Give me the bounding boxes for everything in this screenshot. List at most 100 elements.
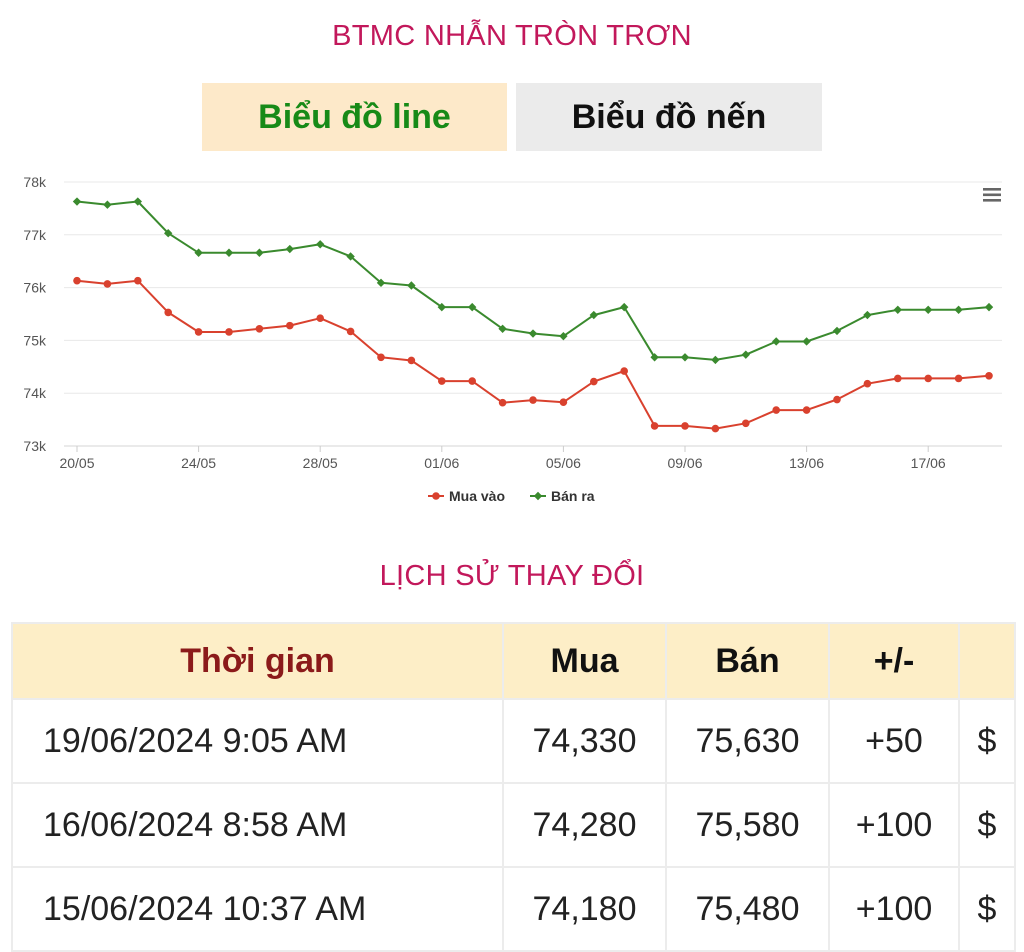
data-point[interactable] bbox=[832, 326, 842, 336]
data-point[interactable] bbox=[407, 281, 416, 290]
legend-item-buy[interactable]: Mua vào bbox=[428, 488, 505, 504]
chart-grid bbox=[64, 181, 1002, 447]
x-tick-label: 28/05 bbox=[303, 455, 338, 471]
header-currency bbox=[958, 622, 1016, 700]
price-history-table: Thời gian Mua Bán +/- 19/06/2024 9:05 AM… bbox=[11, 622, 1016, 952]
chart-menu-button[interactable] bbox=[978, 184, 1006, 206]
legend-label: Mua vào bbox=[449, 488, 505, 504]
data-point[interactable] bbox=[863, 310, 872, 320]
data-point[interactable] bbox=[802, 406, 811, 414]
row-currency-link[interactable]: $ bbox=[958, 866, 1016, 952]
data-point[interactable] bbox=[984, 302, 994, 312]
legend-label: Bán ra bbox=[551, 488, 595, 504]
data-point[interactable] bbox=[134, 276, 142, 285]
x-tick-label: 13/06 bbox=[789, 455, 824, 471]
y-tick-label: 74k bbox=[23, 385, 47, 401]
menu-icon bbox=[983, 199, 1001, 202]
data-point[interactable] bbox=[468, 377, 477, 385]
data-point[interactable] bbox=[711, 424, 720, 433]
data-point[interactable] bbox=[893, 305, 902, 314]
data-point[interactable] bbox=[255, 248, 264, 257]
data-point[interactable] bbox=[681, 422, 689, 430]
data-point[interactable] bbox=[802, 337, 811, 346]
data-point[interactable] bbox=[924, 374, 932, 383]
data-point[interactable] bbox=[376, 278, 386, 288]
price-line-chart: 73k 74k 75k 76k 77k 78k 20/05 24/05 28/05 01/06 0… bbox=[23, 174, 1006, 504]
data-point[interactable] bbox=[285, 244, 294, 254]
data-point[interactable] bbox=[164, 229, 173, 238]
data-point[interactable] bbox=[194, 328, 203, 336]
data-point[interactable] bbox=[346, 327, 355, 336]
data-point[interactable] bbox=[377, 353, 385, 362]
header-time: Thời gian bbox=[11, 622, 504, 700]
data-point[interactable] bbox=[468, 302, 477, 312]
data-point[interactable] bbox=[528, 329, 538, 338]
data-point[interactable] bbox=[954, 305, 963, 314]
data-point[interactable] bbox=[225, 328, 233, 336]
data-point[interactable] bbox=[985, 371, 993, 380]
data-point[interactable] bbox=[103, 280, 112, 288]
data-point[interactable] bbox=[133, 197, 142, 206]
table-row: 16/06/2024 8:58 AM 74,280 75,580 +100 $ bbox=[11, 782, 1016, 868]
data-point[interactable] bbox=[103, 200, 112, 209]
data-point[interactable] bbox=[894, 374, 902, 383]
row-currency-link[interactable]: $ bbox=[958, 698, 1016, 784]
data-point[interactable] bbox=[498, 324, 507, 333]
header-buy: Mua bbox=[502, 622, 667, 700]
row-buy: 74,180 bbox=[502, 866, 667, 952]
data-point[interactable] bbox=[924, 305, 933, 314]
y-tick-label: 73k bbox=[23, 438, 47, 454]
tab-candle-chart[interactable]: Biểu đồ nến bbox=[516, 83, 822, 151]
data-point[interactable] bbox=[498, 398, 507, 407]
data-point[interactable] bbox=[590, 377, 598, 386]
data-point[interactable] bbox=[224, 248, 234, 257]
data-point[interactable] bbox=[833, 395, 841, 404]
menu-icon bbox=[983, 188, 1001, 191]
history-title: LỊCH SỬ THAY ĐỔI bbox=[379, 560, 645, 592]
data-point[interactable] bbox=[255, 324, 264, 333]
data-point[interactable] bbox=[286, 321, 294, 330]
data-point[interactable] bbox=[620, 302, 629, 312]
data-point[interactable] bbox=[529, 396, 537, 404]
data-point[interactable] bbox=[954, 374, 963, 383]
data-point[interactable] bbox=[437, 302, 446, 312]
data-point[interactable] bbox=[620, 367, 628, 375]
data-point[interactable] bbox=[438, 377, 446, 385]
data-point[interactable] bbox=[741, 350, 750, 359]
series-buy-line bbox=[76, 279, 990, 430]
data-point[interactable] bbox=[772, 406, 780, 414]
header-change: +/- bbox=[828, 622, 960, 700]
row-currency-link[interactable]: $ bbox=[958, 782, 1016, 868]
x-tick-label: 01/06 bbox=[424, 455, 459, 471]
y-tick-label: 76k bbox=[23, 280, 47, 296]
data-point[interactable] bbox=[346, 252, 355, 261]
data-point[interactable] bbox=[194, 248, 203, 257]
data-point[interactable] bbox=[559, 398, 568, 406]
data-point[interactable] bbox=[407, 356, 416, 365]
data-point[interactable] bbox=[73, 276, 81, 285]
data-point[interactable] bbox=[772, 337, 781, 346]
data-point[interactable] bbox=[589, 310, 598, 320]
row-change: +100 bbox=[828, 782, 960, 868]
x-tick-label: 09/06 bbox=[667, 455, 702, 471]
data-point[interactable] bbox=[711, 355, 720, 365]
data-point[interactable] bbox=[650, 353, 659, 362]
legend-item-sell[interactable]: Bán ra bbox=[530, 488, 595, 504]
data-point[interactable] bbox=[316, 314, 325, 323]
data-point[interactable] bbox=[559, 331, 568, 341]
data-point[interactable] bbox=[164, 308, 172, 317]
data-point[interactable] bbox=[680, 353, 690, 362]
data-point[interactable] bbox=[742, 419, 750, 428]
menu-icon bbox=[983, 193, 1001, 197]
data-point[interactable] bbox=[72, 197, 82, 206]
row-sell: 75,630 bbox=[665, 698, 830, 784]
data-point[interactable] bbox=[650, 422, 659, 430]
data-point[interactable] bbox=[863, 379, 872, 388]
tab-line-chart[interactable]: Biểu đồ line bbox=[202, 83, 507, 151]
data-point[interactable] bbox=[316, 240, 325, 249]
x-tick-label: 24/05 bbox=[181, 455, 216, 471]
x-tick-label: 17/06 bbox=[911, 455, 946, 471]
row-time: 15/06/2024 10:37 AM bbox=[11, 866, 504, 952]
row-sell: 75,580 bbox=[665, 782, 830, 868]
table-row: 19/06/2024 9:05 AM 74,330 75,630 +50 $ bbox=[11, 698, 1016, 784]
